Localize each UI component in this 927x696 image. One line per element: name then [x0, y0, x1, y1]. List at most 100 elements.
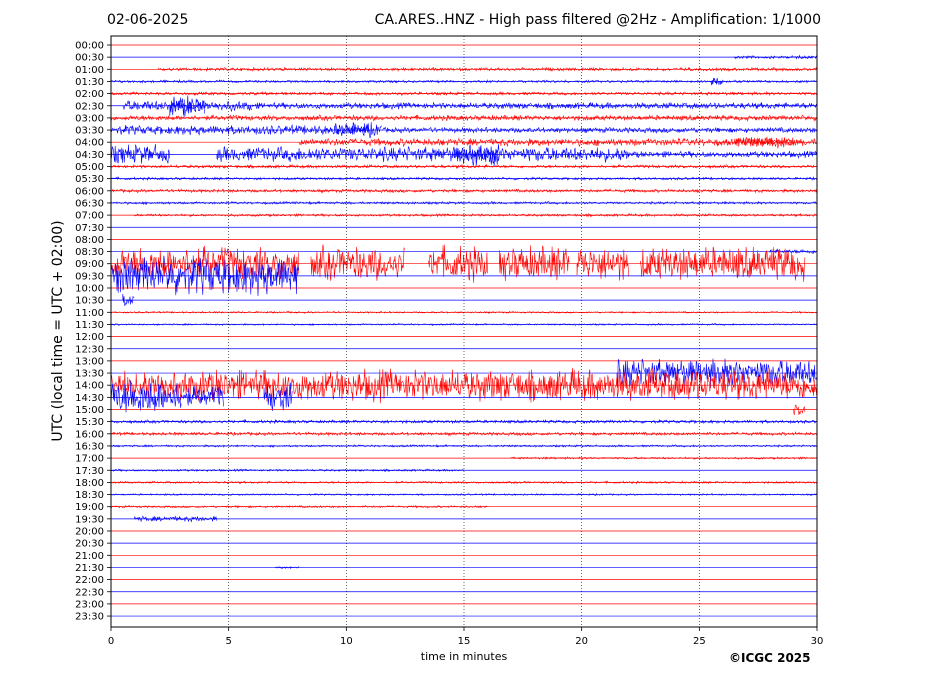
y-tick-label: 12:30 [75, 344, 104, 355]
grid-group [228, 36, 700, 627]
y-tick-label: 04:00 [75, 138, 104, 149]
y-tick-label: 18:00 [75, 478, 104, 489]
y-tick-label: 18:30 [75, 490, 104, 501]
trace-signal [110, 245, 300, 281]
y-tick-label: 23:00 [75, 599, 104, 610]
x-tick-label: 20 [575, 636, 588, 647]
trace-signal [122, 100, 253, 113]
y-tick-label: 21:00 [75, 551, 104, 562]
y-tick-label: 01:00 [75, 65, 104, 76]
trace-signal [110, 480, 817, 485]
trace-signal [122, 293, 135, 307]
date-label: 02-06-2025 [107, 12, 189, 28]
y-tick-label: 10:30 [75, 296, 104, 307]
trace-signal [110, 431, 817, 437]
y-tick-label: 20:30 [75, 539, 104, 550]
y-tick-label: 00:00 [75, 41, 104, 52]
trace-signal [381, 126, 817, 134]
trace-signal [769, 248, 817, 255]
y-tick-label: 03:30 [75, 126, 104, 137]
trace-signal [110, 90, 817, 97]
trace-signal [110, 492, 817, 497]
y-tick-label: 07:00 [75, 211, 104, 222]
trace-signal [428, 244, 488, 283]
y-tick-label: 15:00 [75, 405, 104, 416]
y-tick-label: 00:30 [75, 53, 104, 64]
trace-signal [110, 468, 465, 473]
trace-signal [510, 456, 817, 461]
x-ticks-group: 0 5 10 15 20 25 30 [108, 627, 824, 647]
trace-signal [793, 404, 806, 416]
trace-signal [110, 380, 182, 413]
x-tick-label: 25 [693, 636, 706, 647]
y-tick-label: 15:30 [75, 417, 104, 428]
trace-signal [299, 137, 817, 148]
trace-signal [110, 255, 300, 297]
y-tick-label: 09:30 [75, 271, 104, 282]
trace-signal [616, 358, 818, 388]
trace-signal [310, 244, 405, 281]
y-tick-label: 22:00 [75, 575, 104, 586]
y-tick-label: 08:30 [75, 247, 104, 258]
trace-signal [734, 136, 794, 149]
trace-signal [110, 504, 488, 509]
y-tick-label: 17:30 [75, 466, 104, 477]
y-tick-label: 16:00 [75, 429, 104, 440]
y-tick-label: 19:30 [75, 514, 104, 525]
x-axis-label: time in minutes [420, 650, 508, 663]
trace-signal [499, 245, 570, 282]
y-tick-label: 05:00 [75, 162, 104, 173]
y-tick-label: 11:00 [75, 308, 104, 319]
y-tick-label: 09:00 [75, 259, 104, 270]
chart-title: CA.ARES..HNZ - High pass filtered @2Hz -… [374, 12, 821, 28]
y-tick-label: 01:30 [75, 77, 104, 88]
trace-signal [110, 176, 817, 181]
trace-signal [110, 188, 817, 194]
trace-signal [110, 123, 370, 136]
trace-signal [251, 101, 818, 111]
trace-signal [134, 515, 217, 523]
y-tick-label: 20:00 [75, 527, 104, 538]
y-tick-label: 08:00 [75, 235, 104, 246]
trace-signal [110, 310, 817, 314]
y-tick-label: 10:00 [75, 284, 104, 295]
x-tick-label: 5 [225, 636, 231, 647]
trace-signal [576, 249, 629, 281]
plot-frame [110, 35, 818, 628]
trace-signal [169, 95, 205, 117]
y-tick-label: 11:30 [75, 320, 104, 331]
x-tick-label: 30 [811, 636, 824, 647]
trace-signal [110, 78, 817, 84]
trace-signal [110, 163, 817, 170]
y-tick-label: 06:00 [75, 186, 104, 197]
trace-signal [275, 566, 300, 570]
trace-signal [710, 77, 723, 86]
y-tick-label: 19:00 [75, 502, 104, 513]
trace-signal [110, 114, 817, 122]
trace-signal [216, 145, 629, 163]
trace-signal [110, 367, 817, 404]
y-tick-label: 04:30 [75, 150, 104, 161]
trace-signal [334, 122, 382, 139]
x-tick-label: 0 [108, 636, 114, 647]
y-tick-label: 23:30 [75, 612, 104, 623]
y-tick-label: 22:30 [75, 587, 104, 598]
y-tick-label: 14:00 [75, 381, 104, 392]
trace-signal [110, 443, 817, 448]
trace-signal [110, 418, 817, 425]
y-tick-label: 03:00 [75, 113, 104, 124]
y-tick-label: 16:30 [75, 441, 104, 452]
y-tick-label: 07:30 [75, 223, 104, 234]
y-tick-label: 13:00 [75, 356, 104, 367]
trace-signal [157, 66, 818, 73]
y-tick-label: 17:00 [75, 454, 104, 465]
trace-signal [110, 322, 817, 327]
trace-signal [628, 150, 817, 159]
copyright-label: ©ICGC 2025 [729, 651, 811, 665]
y-tick-label: 13:30 [75, 369, 104, 380]
trace-signal [263, 382, 293, 411]
y-tick-label: 06:30 [75, 198, 104, 209]
trace-signal [734, 54, 818, 60]
